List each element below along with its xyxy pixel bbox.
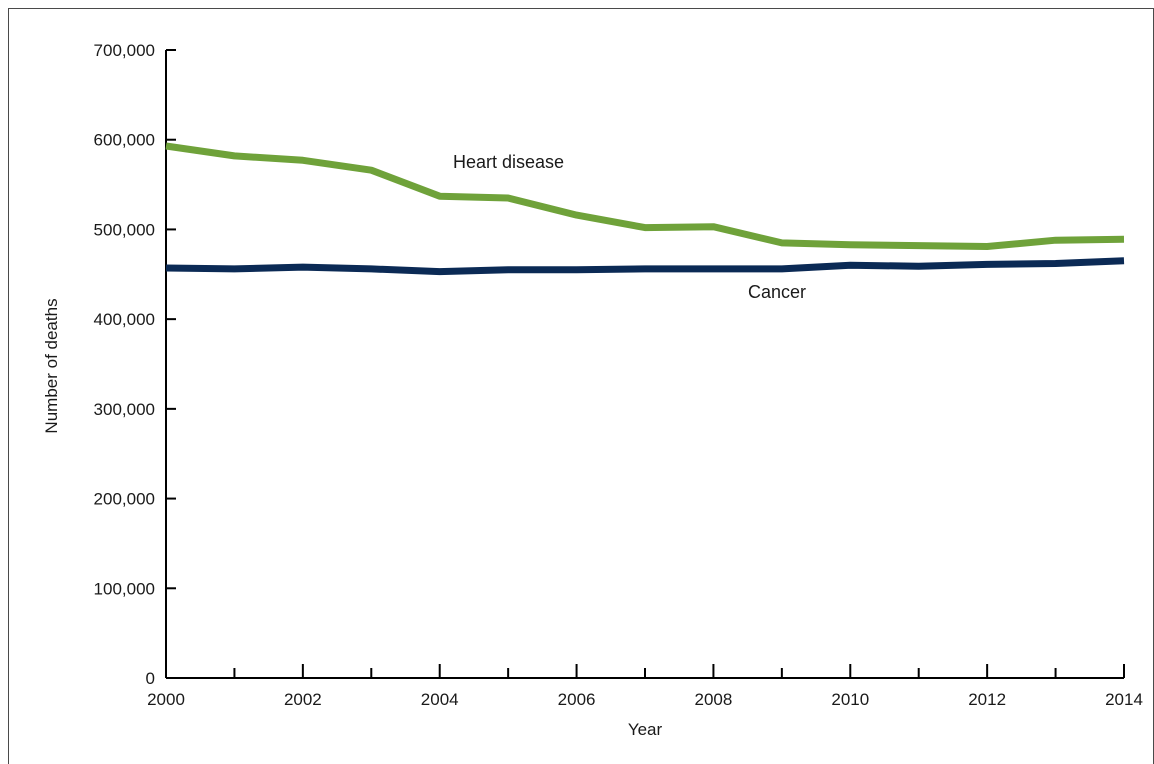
data-point xyxy=(574,212,580,218)
series-layer xyxy=(163,142,1127,276)
data-point xyxy=(300,264,306,270)
series-label-heart-disease: Heart disease xyxy=(453,152,564,172)
data-point xyxy=(437,269,443,275)
y-tick-label: 500,000 xyxy=(94,220,155,239)
data-point xyxy=(916,243,922,249)
y-tick-label: 400,000 xyxy=(94,310,155,329)
data-point xyxy=(505,195,511,201)
x-tick-label: 2010 xyxy=(831,690,869,709)
y-axis-label: Number of deaths xyxy=(42,298,61,433)
series-label-cancer: Cancer xyxy=(748,282,806,302)
data-point xyxy=(163,143,169,149)
data-point xyxy=(1053,261,1059,267)
data-point xyxy=(163,265,169,271)
x-tick-label: 2006 xyxy=(558,690,596,709)
data-point xyxy=(642,225,648,231)
y-tick-label: 0 xyxy=(146,669,155,688)
data-point xyxy=(984,261,990,267)
data-point xyxy=(1121,258,1127,264)
data-point xyxy=(574,267,580,273)
data-point xyxy=(231,153,237,159)
y-tick-label: 300,000 xyxy=(94,400,155,419)
data-point xyxy=(847,262,853,268)
y-tick-label: 600,000 xyxy=(94,131,155,150)
series-line-heart-disease xyxy=(165,142,1125,250)
data-point xyxy=(779,266,785,272)
x-tick-label: 2004 xyxy=(421,690,459,709)
x-tick-label: 2002 xyxy=(284,690,322,709)
data-point xyxy=(779,240,785,246)
data-point xyxy=(710,224,716,230)
x-tick-label: 2000 xyxy=(147,690,185,709)
data-point xyxy=(368,266,374,272)
data-point xyxy=(368,167,374,173)
x-tick-label: 2014 xyxy=(1105,690,1143,709)
data-point xyxy=(300,157,306,163)
series-line-cancer xyxy=(165,257,1125,276)
data-point xyxy=(1053,237,1059,243)
data-point xyxy=(437,193,443,199)
data-point xyxy=(710,266,716,272)
y-tick-label: 100,000 xyxy=(94,579,155,598)
data-point xyxy=(505,267,511,273)
labels: Year Number of deaths Heart disease Canc… xyxy=(42,152,806,739)
data-point xyxy=(847,242,853,248)
y-tick-label: 700,000 xyxy=(94,41,155,60)
data-point xyxy=(1121,236,1127,242)
x-tick-label: 2008 xyxy=(695,690,733,709)
x-axis-label: Year xyxy=(628,720,663,739)
y-tick-label: 200,000 xyxy=(94,490,155,509)
data-point xyxy=(916,263,922,269)
data-point xyxy=(642,266,648,272)
data-point xyxy=(231,266,237,272)
data-point xyxy=(984,243,990,249)
x-tick-label: 2012 xyxy=(968,690,1006,709)
axes: 0 100,000 200,000 300,000 400,000 500,000 600,… xyxy=(94,41,1143,709)
